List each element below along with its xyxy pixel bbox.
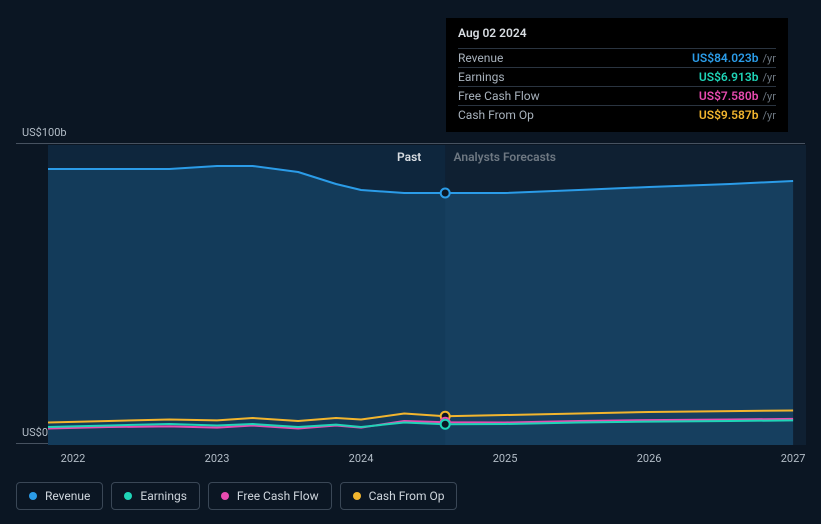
legend-item[interactable]: Earnings — [111, 482, 200, 510]
tooltip-row: Cash From Op US$9.587b/yr — [458, 105, 776, 124]
tooltip-row-label: Revenue — [458, 51, 503, 65]
tooltip-row: Free Cash Flow US$7.580b/yr — [458, 86, 776, 105]
x-axis-label: 2023 — [205, 452, 230, 465]
x-axis-label: 2026 — [637, 452, 662, 465]
tooltip-row-value: US$84.023b/yr — [692, 51, 776, 65]
legend-item[interactable]: Revenue — [16, 482, 103, 510]
forecast-section-label: Analysts Forecasts — [454, 150, 556, 164]
legend-label: Free Cash Flow — [237, 489, 319, 503]
tooltip-row: Revenue US$84.023b/yr — [458, 48, 776, 67]
tooltip-row-label: Cash From Op — [458, 108, 534, 122]
chart-tooltip: Aug 02 2024 Revenue US$84.023b/yr Earnings… — [446, 18, 788, 132]
x-axis-labels: 2022 2023 2024 2025 2026 2027 — [48, 452, 806, 472]
tooltip-row-value: US$7.580b/yr — [699, 89, 776, 103]
tooltip-date: Aug 02 2024 — [458, 26, 776, 44]
x-axis-label: 2022 — [61, 452, 86, 465]
legend-dot-icon — [29, 492, 37, 500]
x-axis-label: 2027 — [781, 452, 806, 465]
x-axis-label: 2024 — [349, 452, 374, 465]
legend-label: Earnings — [140, 489, 187, 503]
legend-dot-icon — [353, 492, 361, 500]
legend-dot-icon — [221, 492, 229, 500]
chart-plot — [48, 145, 806, 445]
legend-dot-icon — [124, 492, 132, 500]
legend-item[interactable]: Cash From Op — [340, 482, 458, 510]
x-axis-label: 2025 — [493, 452, 518, 465]
y-axis-label-top: US$100b — [22, 126, 67, 139]
y-gridline-top — [16, 143, 805, 144]
legend-label: Cash From Op — [369, 489, 445, 503]
tooltip-row-value: US$9.587b/yr — [699, 108, 776, 122]
tooltip-row: Earnings US$6.913b/yr — [458, 67, 776, 86]
legend-label: Revenue — [45, 489, 90, 503]
y-axis-label-bottom: US$0 — [22, 426, 48, 439]
tooltip-row-label: Earnings — [458, 70, 505, 84]
legend-item[interactable]: Free Cash Flow — [208, 482, 332, 510]
chart-legend: Revenue Earnings Free Cash Flow Cash From O… — [16, 482, 457, 510]
past-section-label: Past — [397, 150, 421, 164]
tooltip-row-label: Free Cash Flow — [458, 89, 540, 103]
chart-container: US$100b US$0 Past Analysts Forecasts 202… — [0, 0, 821, 524]
tooltip-row-value: US$6.913b/yr — [699, 70, 776, 84]
